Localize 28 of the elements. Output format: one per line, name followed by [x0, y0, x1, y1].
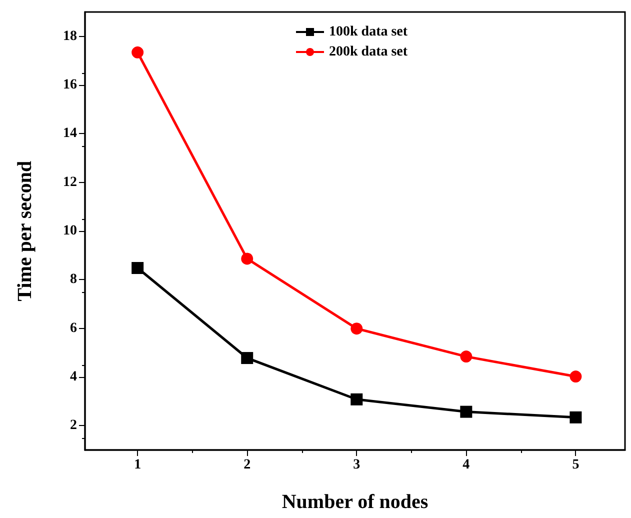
- y-tick-label: 6: [70, 320, 77, 336]
- legend-label: 100k data set: [329, 24, 408, 40]
- x-tick-label: 4: [462, 458, 470, 472]
- point: [570, 370, 582, 383]
- point: [132, 262, 144, 274]
- y-tick-label: 12: [63, 174, 77, 190]
- legend-label: 200k data set: [329, 44, 408, 60]
- point: [241, 352, 254, 364]
- y-tick-label: 4: [70, 370, 77, 384]
- point: [350, 393, 363, 406]
- y-tick-label: 8: [70, 272, 77, 288]
- point: [460, 406, 472, 418]
- x-tick-label: 2: [244, 458, 251, 472]
- y-tick-label: 2: [70, 418, 77, 434]
- y-tick-label: 16: [63, 78, 77, 92]
- y-axis-title: Time per second: [14, 160, 36, 302]
- x-tick-label: 3: [353, 458, 360, 472]
- point: [570, 411, 582, 424]
- point: [241, 252, 254, 265]
- x-axis-title: Number of nodes: [282, 491, 428, 513]
- x-tick-label: 5: [572, 458, 580, 472]
- point: [350, 322, 363, 335]
- point: [460, 350, 472, 363]
- y-tick-label: 14: [63, 126, 77, 142]
- y-tick-label: 10: [63, 224, 77, 238]
- x-tick-label: 1: [134, 458, 142, 472]
- point: [132, 46, 144, 58]
- y-tick-label: 18: [63, 28, 77, 44]
